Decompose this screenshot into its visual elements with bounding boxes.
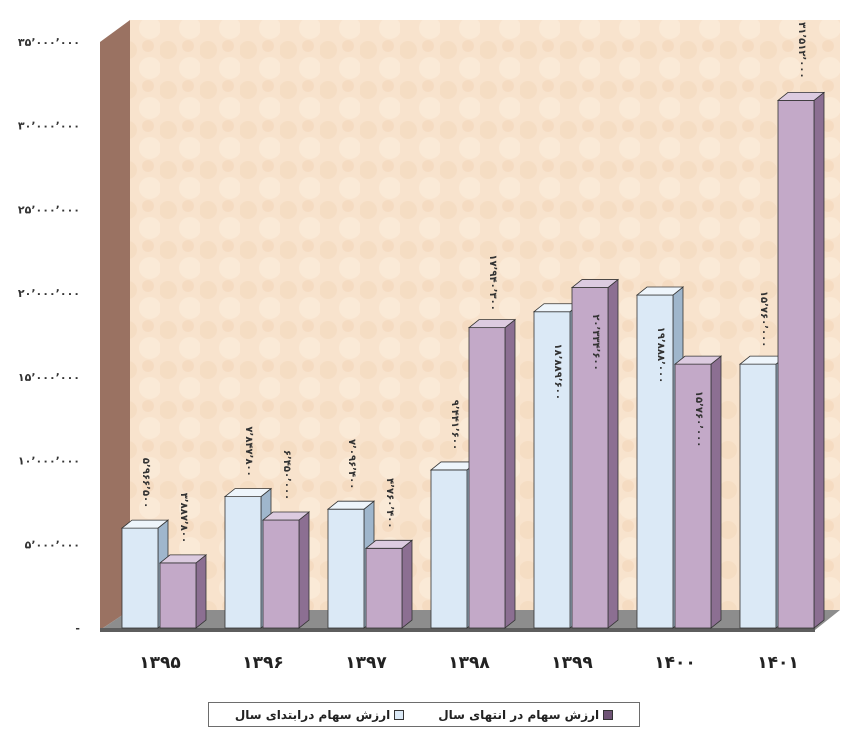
bar-end-top [570,279,620,288]
data-label: ۱۷٬۹۴۰٬۳۰۰ [487,254,498,310]
bar-end-side [401,539,413,629]
bar-end-top [776,91,826,101]
y-tick-label: ۲۵٬۰۰۰٬۰۰۰ [18,203,80,216]
side-wall [100,20,130,630]
x-tick-label: ۱۴۰۰ [654,653,696,673]
bar-end [159,562,197,629]
bar-end [262,519,300,629]
bar-start-top [326,500,376,510]
bar-start [121,527,159,629]
legend-item-start: ارزش سهام درابتدای سال [234,707,405,722]
bar-end-side [504,318,516,629]
bar-end [777,99,815,629]
x-tick-label: ۱۳۹۸ [448,653,490,673]
legend: ارزش سهام در انتهای سال ارزش سهام درابتد… [208,702,640,727]
y-tick-label: ۳۵٬۰۰۰٬۰۰۰ [18,36,80,49]
bar-end-side [710,355,722,629]
bar-chart: - ۵٬۰۰۰٬۰۰۰ ۱۰٬۰۰۰٬۰۰۰ ۱۵٬۰۰۰٬۰۰۰ ۲۰٬۰۰۰٬۰۰۰… [18,20,840,673]
bar-start [533,311,571,629]
bar-end-top [158,554,208,564]
bar-end-top [467,319,517,329]
bar-start-top [223,488,273,498]
data-label: ۱۹٬۸۸۸٬۰۰۰ [655,327,666,383]
x-axis: ۱۳۹۵ ۱۳۹۶ ۱۳۹۷ ۱۳۹۸ ۱۳۹۹ ۱۴۰۰ ۱۴۰۱ [139,653,799,673]
bar-end-side [195,554,207,629]
data-label: ۵٬۹۶۶٬۵۰۰ [140,458,151,508]
legend-swatch-end [603,709,614,720]
data-label: ۱۵٬۷۶۰٬۰۰۰ [693,391,704,447]
data-label: ۷٬۰۹۶٬۴۰۰ [346,439,357,489]
bar-start-top [120,519,170,529]
y-tick-label: ۱۰٬۰۰۰٬۰۰۰ [18,455,80,468]
x-tick-label: ۱۴۰۱ [757,653,799,673]
bar-end [468,327,506,629]
bar-end-side [298,511,310,629]
x-tick-label: ۱۳۹۷ [345,653,387,673]
bar-end-top [364,539,414,549]
bar-start-top [635,286,685,296]
data-label: ۳۱٬۵۱۲٬۰۰۰ [796,22,807,78]
bars: ۵٬۹۶۶٬۵۰۰ ۳٬۸۸۷٬۸۰۰ ۷٬۸۴۷٬۸۰۰ ۶٬۴۵۰٬۰۰۰ ۷٬۰۹… [120,22,826,629]
bar-start [327,508,365,629]
bar-start [636,294,674,629]
bar-start [430,469,468,629]
legend-label-end: ارزش سهام در انتهای سال [438,707,600,722]
x-tick-label: ۱۳۹۵ [139,653,181,673]
bar-end [365,547,403,629]
y-tick-label: ۵٬۰۰۰٬۰۰۰ [25,538,80,551]
data-label: ۱۵٬۷۶۰٬۰۰۰ [758,291,769,347]
legend-label-start: ارزش سهام درابتدای سال [234,707,391,722]
bar-end-side [813,91,825,629]
y-tick-label: ۳۰٬۰۰۰٬۰۰۰ [18,120,80,133]
y-tick-label: ۲۰٬۰۰۰٬۰۰۰ [18,287,80,300]
y-tick-label: - [75,622,80,635]
legend-swatch-start [394,709,405,720]
data-label: ۷٬۸۴۷٬۸۰۰ [243,426,254,476]
bar-start [739,363,777,629]
bar-start [224,496,262,629]
y-tick-label: ۱۵٬۰۰۰٬۰۰۰ [18,371,80,384]
bar-end-top [261,511,311,521]
x-tick-label: ۱۳۹۹ [551,653,593,673]
x-tick-label: ۱۳۹۶ [242,653,284,673]
data-label: ۶٬۴۵۰٬۰۰۰ [281,450,292,500]
bar-end-top [673,355,723,365]
data-label: ۳٬۸۸۷٬۸۰۰ [178,493,189,543]
legend-item-end: ارزش سهام در انتهای سال [438,707,614,722]
data-label: ۴٬۷۶۰٬۴۰۰ [384,478,395,528]
floor-front [100,628,815,632]
data-label: ۱۸٬۸۸۹٬۶۰۰ [552,344,563,400]
data-label: ۹٬۴۴۱٬۶۰۰ [449,400,460,450]
data-label: ۲۰٬۳۳۴٬۶۰۰ [590,314,601,370]
bar-end-side [607,278,619,629]
y-axis: - ۵٬۰۰۰٬۰۰۰ ۱۰٬۰۰۰٬۰۰۰ ۱۵٬۰۰۰٬۰۰۰ ۲۰٬۰۰۰٬۰۰۰… [18,36,80,635]
